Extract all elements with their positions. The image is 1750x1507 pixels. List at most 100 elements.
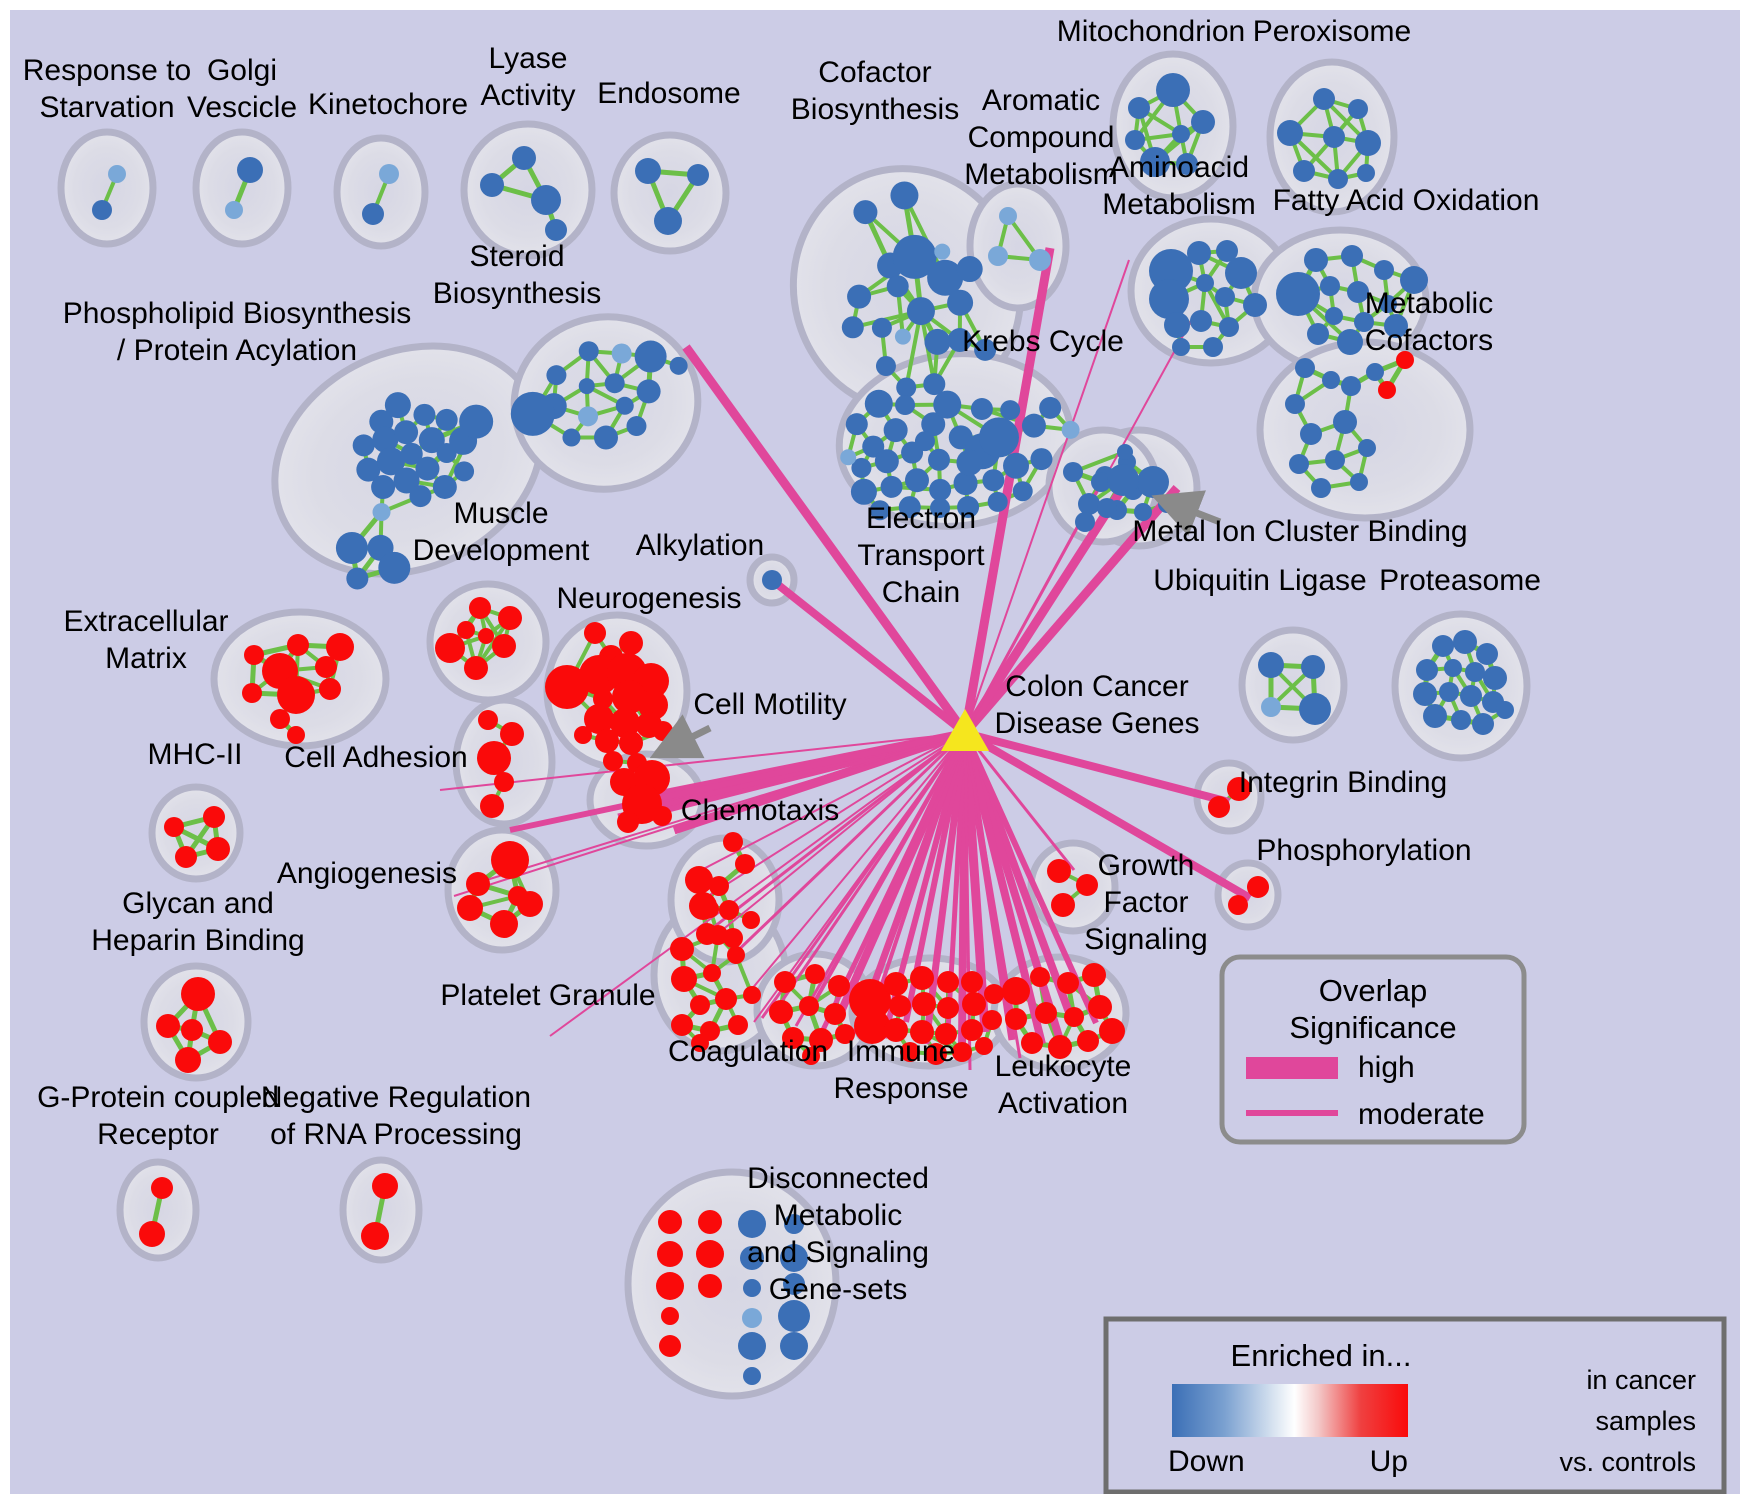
gene-node[interactable] <box>1483 666 1507 690</box>
gene-node[interactable] <box>999 207 1017 225</box>
gene-node[interactable] <box>376 447 405 476</box>
gene-node[interactable] <box>1030 448 1053 471</box>
gene-node[interactable] <box>1374 260 1394 280</box>
gene-node[interactable] <box>244 645 264 665</box>
gene-node[interactable] <box>151 1177 173 1199</box>
gene-node[interactable] <box>1320 276 1340 296</box>
gene-node[interactable] <box>584 622 606 644</box>
gene-node[interactable] <box>743 986 761 1004</box>
gene-node[interactable] <box>603 751 623 771</box>
gene-node[interactable] <box>783 1273 805 1295</box>
gene-node[interactable] <box>1039 396 1062 419</box>
gene-node[interactable] <box>657 1241 683 1267</box>
gene-node[interactable] <box>715 988 737 1010</box>
gene-node[interactable] <box>689 892 717 920</box>
gene-node[interactable] <box>933 390 962 419</box>
gene-node[interactable] <box>762 570 782 590</box>
gene-node[interactable] <box>1091 472 1111 492</box>
gene-node[interactable] <box>352 434 375 457</box>
gene-node[interactable] <box>890 181 919 210</box>
gene-node[interactable] <box>687 164 709 186</box>
gene-node[interactable] <box>1378 381 1396 399</box>
gene-node[interactable] <box>237 157 263 183</box>
gene-node[interactable] <box>156 1014 180 1038</box>
gene-node[interactable] <box>927 448 950 471</box>
gene-node[interactable] <box>898 496 921 519</box>
gene-node[interactable] <box>1285 394 1305 414</box>
gene-node[interactable] <box>1350 473 1368 491</box>
gene-node[interactable] <box>719 900 739 920</box>
gene-node[interactable] <box>108 165 126 183</box>
gene-node[interactable] <box>1311 478 1331 498</box>
gene-node[interactable] <box>1304 248 1328 272</box>
gene-node[interactable] <box>696 923 718 945</box>
gene-node[interactable] <box>593 689 613 709</box>
gene-node[interactable] <box>1003 452 1030 479</box>
gene-node[interactable] <box>1064 1007 1084 1027</box>
gene-node[interactable] <box>378 551 411 584</box>
gene-node[interactable] <box>1357 164 1375 182</box>
gene-node[interactable] <box>1295 358 1315 378</box>
gene-node[interactable] <box>910 1020 934 1044</box>
gene-node[interactable] <box>1125 130 1145 150</box>
gene-node[interactable] <box>517 891 543 917</box>
gene-node[interactable] <box>1047 859 1071 883</box>
gene-node[interactable] <box>1396 351 1414 369</box>
gene-node[interactable] <box>953 471 978 496</box>
gene-node[interactable] <box>615 396 634 415</box>
gene-node[interactable] <box>934 243 951 260</box>
gene-node[interactable] <box>1439 682 1459 702</box>
gene-node[interactable] <box>1063 462 1083 482</box>
gene-node[interactable] <box>1348 99 1368 119</box>
gene-node[interactable] <box>740 1246 764 1270</box>
gene-node[interactable] <box>1021 413 1046 438</box>
gene-node[interactable] <box>1261 697 1281 717</box>
gene-node[interactable] <box>181 1019 203 1041</box>
gene-node[interactable] <box>709 876 729 896</box>
gene-node[interactable] <box>841 316 864 339</box>
gene-node[interactable] <box>982 469 1005 492</box>
gene-node[interactable] <box>988 246 1008 266</box>
gene-node[interactable] <box>619 731 643 755</box>
gene-node[interactable] <box>400 442 423 465</box>
gene-node[interactable] <box>778 1300 810 1332</box>
gene-node[interactable] <box>1097 498 1117 518</box>
gene-node[interactable] <box>962 992 986 1016</box>
gene-node[interactable] <box>874 449 899 474</box>
gene-node[interactable] <box>1191 110 1215 134</box>
gene-node[interactable] <box>782 1027 804 1049</box>
gene-node[interactable] <box>1416 659 1438 681</box>
gene-node[interactable] <box>921 412 946 437</box>
gene-node[interactable] <box>287 634 309 656</box>
network-diagram[interactable]: Colon Cancer Disease Genes Response to Sta… <box>10 10 1740 1494</box>
gene-node[interactable] <box>1164 312 1190 338</box>
gene-node[interactable] <box>371 475 396 500</box>
gene-node[interactable] <box>1134 503 1152 521</box>
gene-node[interactable] <box>490 910 518 938</box>
gene-node[interactable] <box>635 158 661 184</box>
gene-node[interactable] <box>914 431 935 452</box>
gene-node[interactable] <box>1460 685 1482 707</box>
cluster-hull-mhc-ii[interactable] <box>148 783 244 883</box>
gene-node[interactable] <box>1366 363 1384 381</box>
gene-node[interactable] <box>1472 713 1494 735</box>
gene-node[interactable] <box>287 726 305 744</box>
gene-node[interactable] <box>634 340 667 373</box>
gene-node[interactable] <box>853 200 878 225</box>
gene-node[interactable] <box>242 683 262 703</box>
gene-node[interactable] <box>457 621 475 639</box>
gene-node[interactable] <box>545 219 567 241</box>
gene-node[interactable] <box>828 975 850 997</box>
gene-node[interactable] <box>372 503 391 522</box>
gene-node[interactable] <box>670 937 694 961</box>
gene-node[interactable] <box>961 1019 983 1041</box>
gene-node[interactable] <box>1322 371 1340 389</box>
gene-node[interactable] <box>1228 895 1248 915</box>
gene-node[interactable] <box>1172 125 1190 143</box>
gene-node[interactable] <box>937 971 959 993</box>
gene-node[interactable] <box>850 478 877 505</box>
gene-node[interactable] <box>1107 464 1139 496</box>
gene-node[interactable] <box>319 678 341 700</box>
gene-node[interactable] <box>1117 444 1133 460</box>
gene-node[interactable] <box>910 966 934 990</box>
